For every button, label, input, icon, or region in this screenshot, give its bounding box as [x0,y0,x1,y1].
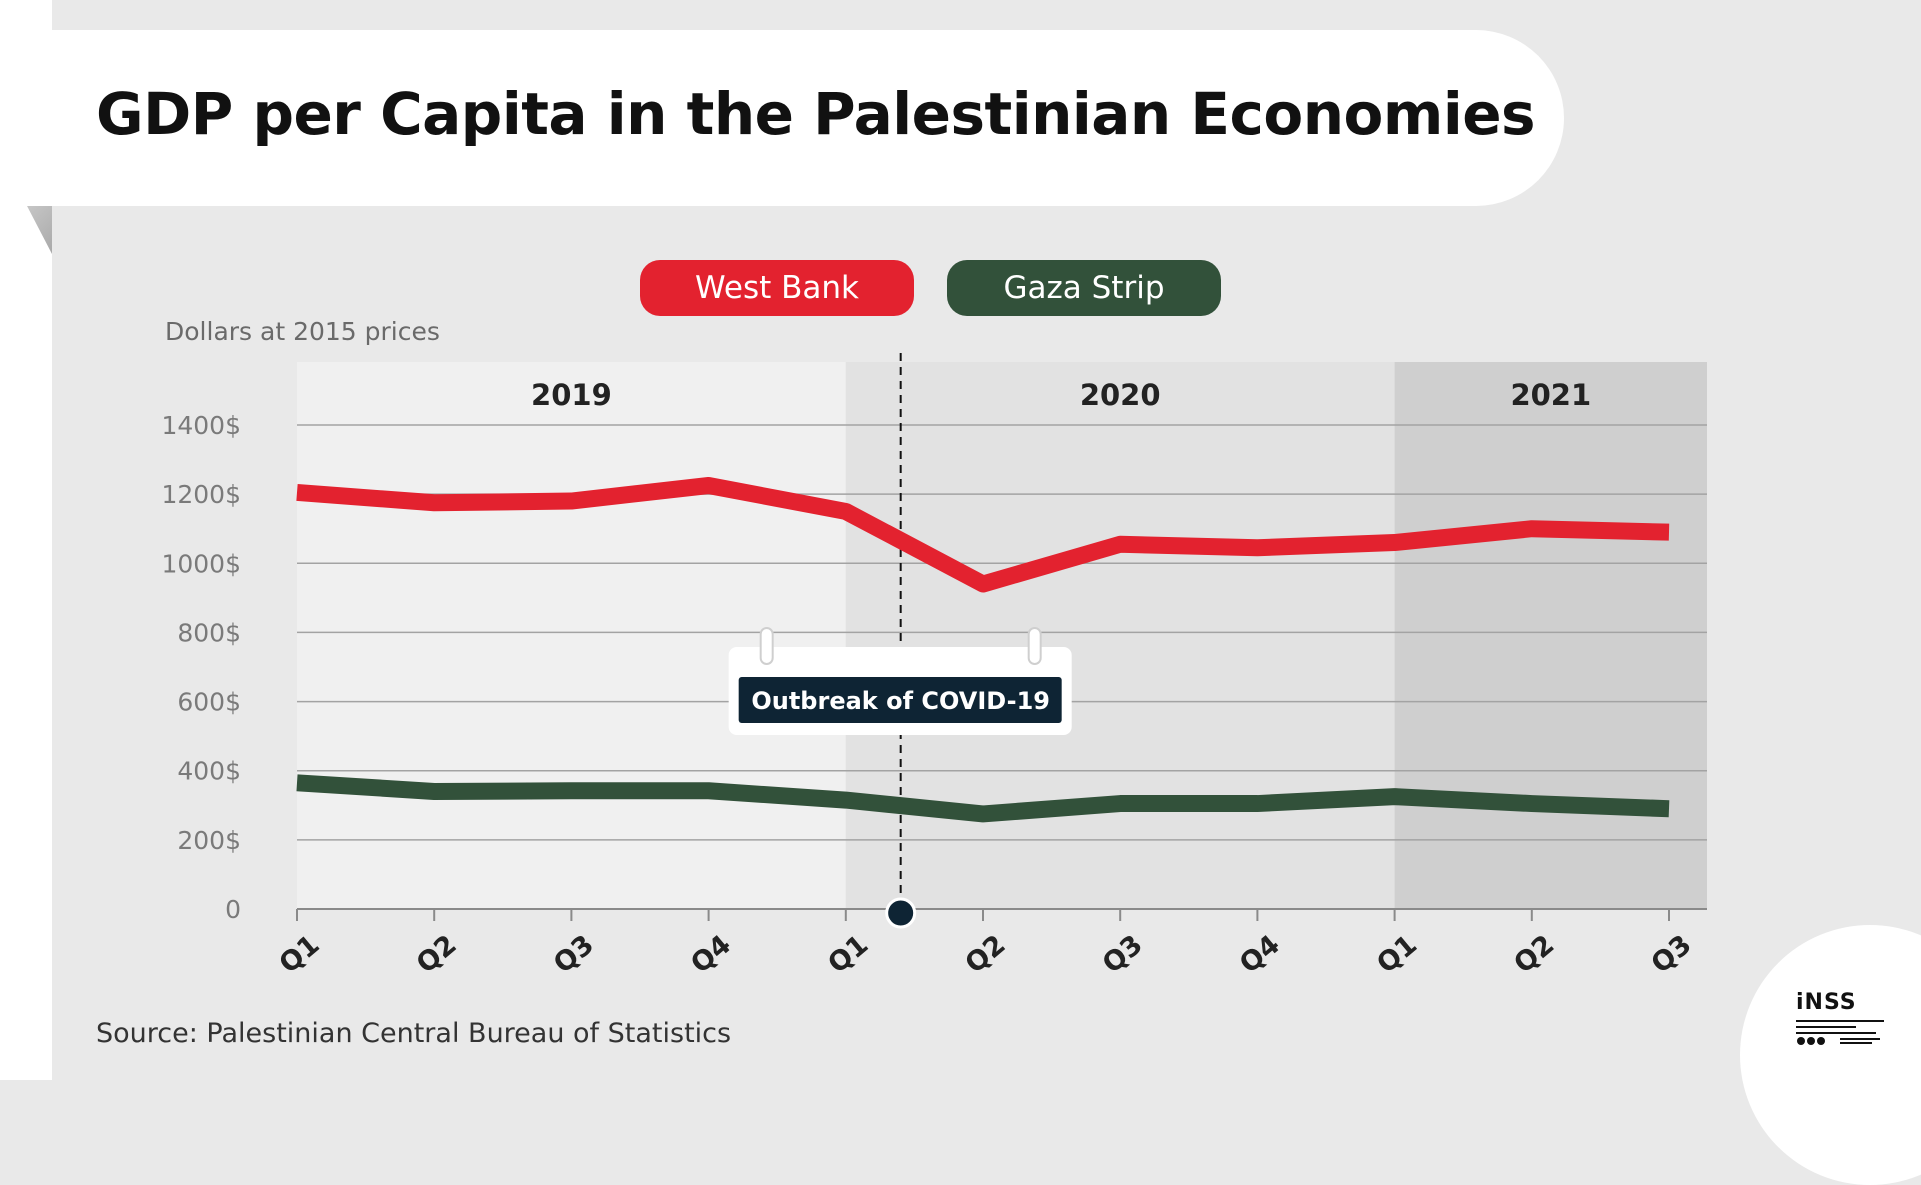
y-tick-label: 400$ [177,757,241,786]
inss-logo-mark [1796,990,1886,1046]
x-tick-label: Q3 [1646,929,1698,980]
x-tick-label: Q2 [1508,929,1560,980]
x-tick-label: Q3 [548,929,600,980]
gdp-line-chart: 2019 2020 2021 0 200$ 400$ 600$ 800$ 1000$ 1200$ 1… [0,0,1921,1080]
annotation-text: Outbreak of COVID-19 [751,687,1050,715]
x-tick-label: Q1 [822,929,874,980]
annotation-ring-left [761,628,773,664]
x-tick-label: Q1 [274,929,326,980]
x-tick-label: Q4 [1234,929,1286,980]
year-label-2019: 2019 [531,378,612,412]
y-tick-label: 1200$ [161,480,241,509]
y-tick-label: 800$ [177,618,241,647]
y-tick-label: 0 [225,895,241,924]
y-tick-label: 1400$ [161,411,241,440]
year-band-2021 [1395,362,1707,909]
covid-marker-dot [887,899,915,927]
y-tick-label: 1000$ [161,549,241,578]
y-tick-label: 600$ [177,688,241,717]
x-tick-label: Q4 [685,929,737,980]
source-note: Source: Palestinian Central Bureau of St… [96,1018,731,1049]
inss-logo: iNSS [1796,990,1886,1046]
year-band-2020 [846,362,1395,909]
year-label-2021: 2021 [1510,378,1591,412]
annotation-ring-right [1029,628,1041,664]
x-tick-label: Q3 [1097,929,1149,980]
x-tick-label: Q2 [960,929,1012,980]
infographic: GDP per Capita in the Palestinian Econom… [0,0,1921,1080]
x-tick-label: Q2 [411,929,463,980]
y-tick-label: 200$ [177,826,241,855]
x-tick-label: Q1 [1371,929,1423,980]
year-label-2020: 2020 [1080,378,1161,412]
